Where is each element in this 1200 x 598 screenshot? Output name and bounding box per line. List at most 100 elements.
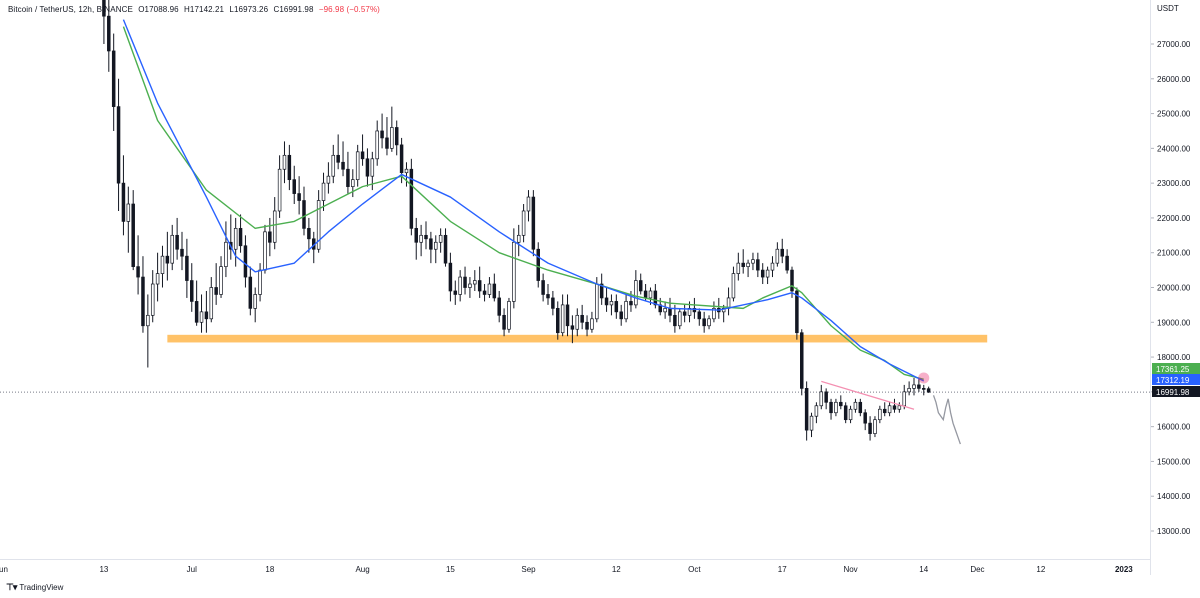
legend-low: L16973.26 [229, 5, 269, 14]
candle-body [536, 248, 540, 281]
x-tick-label: 12 [612, 565, 621, 574]
candle-body [194, 301, 199, 323]
candle-body [619, 311, 623, 320]
candle-body [785, 255, 789, 271]
candle-body [170, 234, 174, 264]
currency-unit: USDT [1157, 4, 1179, 13]
projection-path [932, 395, 961, 445]
candle-body [604, 297, 609, 306]
ma-green-line [122, 26, 924, 380]
candle-body [102, 0, 106, 17]
candle-body [580, 314, 584, 323]
candle-body [126, 203, 131, 222]
legend-open: O17088.96 [138, 5, 179, 14]
candle-body [409, 168, 414, 229]
candle-body [165, 255, 170, 264]
candle-body [282, 154, 287, 170]
price-scale[interactable]: 13000.0014000.0015000.0016000.0017000.00… [1150, 0, 1200, 575]
candle-body [326, 175, 331, 184]
candle-body [790, 269, 794, 292]
candle-body [800, 332, 804, 389]
candle-body [180, 248, 184, 257]
candle-body [629, 301, 633, 306]
chart-area[interactable] [0, 0, 1150, 575]
candle-body [546, 294, 550, 299]
candle-body [458, 276, 462, 295]
candle-body [521, 210, 526, 236]
candle-body [492, 283, 497, 299]
candle-body [678, 311, 682, 327]
candle-body [380, 130, 384, 139]
candle-body [497, 297, 501, 316]
candle-body [111, 50, 116, 107]
candle-body [814, 405, 819, 417]
price-label-bg [1152, 363, 1200, 374]
candle-body [268, 231, 272, 243]
candle-body [848, 408, 853, 421]
candle-body [917, 384, 921, 389]
candle-body [477, 280, 482, 292]
candle-body [873, 419, 877, 434]
candle-body [150, 283, 155, 316]
time-axis[interactable]: Jun13Jul18Aug15Sep12Oct17Nov14Dec1220231… [0, 560, 1192, 578]
candle-body [595, 283, 599, 320]
candle-body [297, 193, 301, 201]
highlight-marker [918, 372, 930, 384]
candle-body [868, 422, 872, 434]
price-label-bg [1152, 374, 1200, 385]
candle-body [107, 15, 111, 52]
candle-body [121, 182, 126, 222]
candle-body [302, 200, 306, 229]
candle-body [765, 269, 770, 278]
candle-body [190, 280, 194, 302]
candle-body [155, 273, 160, 285]
y-tick-label: 25000.00 [1157, 110, 1191, 119]
y-tick-label: 19000.00 [1157, 318, 1191, 327]
candle-body [551, 297, 555, 309]
candle-body [248, 276, 253, 309]
candle-body [682, 311, 687, 316]
candle-body [795, 290, 799, 334]
price-label: 17312.19 [1156, 376, 1190, 385]
candle-body [243, 245, 248, 278]
x-tick-label: Dec [970, 565, 984, 574]
candle-body [609, 301, 614, 306]
candle-body [663, 308, 667, 313]
price-plot[interactable] [0, 0, 1150, 560]
y-tick-label: 20000.00 [1157, 284, 1191, 293]
x-tick-label: Jun [0, 565, 8, 574]
candle-body [131, 203, 135, 267]
candle-body [160, 255, 165, 274]
candle-body [385, 137, 389, 149]
candle-body [712, 308, 716, 320]
candle-body [136, 266, 140, 278]
x-tick-label: 2023 [1115, 565, 1133, 574]
support-zone [167, 334, 988, 343]
x-tick-label: Jul [187, 565, 197, 574]
candle-body [224, 241, 228, 267]
legend-symbol: Bitcoin / TetherUS, 12h, BINANCE [8, 5, 133, 14]
candle-body [512, 241, 516, 302]
candle-body [253, 294, 257, 309]
candle-body [858, 401, 863, 414]
candle-body [365, 158, 370, 177]
candle-body [702, 318, 706, 327]
candle-body [556, 308, 560, 334]
candle-body [175, 234, 179, 250]
candle-body [272, 210, 277, 243]
candle-body [599, 283, 604, 299]
time-scale[interactable]: Jun13Jul18Aug15Sep12Oct17Nov14Dec1220231… [0, 559, 1192, 578]
candle-body [482, 290, 487, 295]
candle-body [585, 321, 589, 330]
candle-body [829, 401, 833, 414]
y-tick-label: 22000.00 [1157, 214, 1191, 223]
candle-body [307, 228, 311, 240]
price-axis[interactable]: 13000.0014000.0015000.0016000.0017000.00… [1151, 0, 1200, 560]
candle-body [434, 241, 438, 250]
candle-body [673, 314, 677, 327]
candle-body [780, 248, 784, 257]
candle-body [507, 301, 511, 330]
x-tick-label: 15 [446, 565, 455, 574]
candle-body [341, 161, 345, 170]
branding: ⊤▾ TradingView [6, 582, 63, 593]
